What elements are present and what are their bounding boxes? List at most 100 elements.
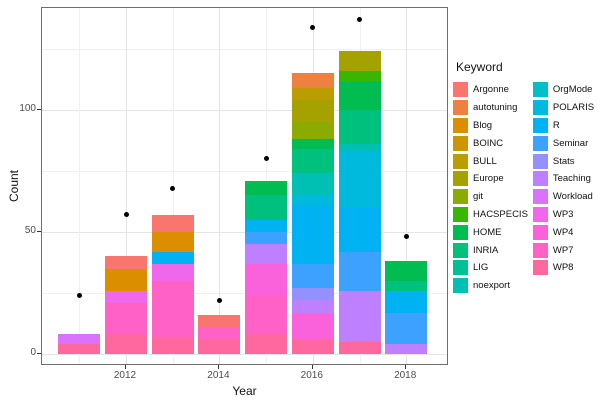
legend-label: LIG <box>473 262 489 274</box>
legend-swatch-icon <box>532 189 548 205</box>
bar-segment-HACSPECIS-2017 <box>338 70 381 81</box>
gridline-major-x <box>126 8 127 364</box>
gridline-minor-y <box>42 293 447 294</box>
legend-swatch-icon <box>532 100 548 116</box>
y-axis-tick <box>37 353 41 354</box>
legend-label: HACSPECIS <box>473 208 528 220</box>
legend-label: WP4 <box>552 226 574 238</box>
data-point-2016 <box>310 24 316 30</box>
legend-swatch-icon <box>453 260 468 276</box>
legend-item-WP4: WP4 <box>532 223 599 241</box>
legend-swatch-icon <box>532 153 548 169</box>
bar-segment-Workload-2011 <box>58 334 101 345</box>
bar-segment-R-2015 <box>245 219 288 232</box>
legend-label: R <box>552 119 560 131</box>
bar-segment-Seminar-2018 <box>385 312 428 345</box>
gridline-major-y <box>42 354 447 355</box>
bar-segment-WP4-2015 <box>245 263 288 296</box>
legend-item-R: R <box>532 117 599 135</box>
legend-item-WP8: WP8 <box>532 259 599 277</box>
gridline-minor-y <box>42 171 447 172</box>
bar-segment-HOME-2018 <box>385 261 428 281</box>
gridline-minor-x <box>79 8 81 364</box>
bar-segment-Argonne-2014 <box>198 314 241 328</box>
y-axis-title: Count <box>7 169 21 203</box>
legend-label: Seminar <box>552 137 589 149</box>
bar-segment-Teaching-2017 <box>338 290 381 342</box>
data-point-2018 <box>403 234 409 240</box>
legend-swatch-icon <box>453 153 468 169</box>
x-axis-tick <box>125 365 126 369</box>
bar-segment-noexport-2016 <box>291 173 334 196</box>
legend-title: Keyword <box>456 60 503 74</box>
legend-swatch-icon <box>532 82 548 98</box>
gridline-minor-y <box>42 49 447 50</box>
y-axis-tick <box>37 231 41 232</box>
x-tick-label: 2014 <box>207 370 230 381</box>
legend-swatch-icon <box>453 224 468 240</box>
bar-segment-Seminar-2015 <box>245 232 288 245</box>
legend-item-BOINC: BOINC <box>453 134 533 152</box>
x-axis-tick <box>311 365 313 369</box>
bar-segment-WP3-2013 <box>151 263 194 281</box>
data-point-2014 <box>216 297 222 303</box>
legend-swatch-icon <box>532 260 548 276</box>
gridline-major-x <box>406 8 408 364</box>
legend-swatch-icon <box>532 117 548 133</box>
legend-label: Workload <box>552 191 593 203</box>
legend-label: WP3 <box>552 208 574 220</box>
bar-segment-Blog-2013 <box>151 232 194 252</box>
x-axis-tick <box>405 365 407 369</box>
legend-item-LIG: LIG <box>453 259 533 277</box>
legend-item-Seminar: Seminar <box>532 134 599 152</box>
bar-segment-Blog-2012 <box>105 268 147 291</box>
legend-item-autotuning: autotuning <box>453 99 533 117</box>
bar-segment-WP4-2016 <box>291 312 334 340</box>
legend-label: Blog <box>473 119 493 131</box>
bar-segment-BULL-2016 <box>291 88 334 101</box>
legend-swatch-icon <box>453 117 468 133</box>
legend-label: Europe <box>473 173 504 185</box>
legend-label: noexport <box>473 280 510 292</box>
legend-item-HACSPECIS: HACSPECIS <box>453 206 533 224</box>
data-point-2017 <box>357 17 362 23</box>
gridline-major-y <box>42 110 447 111</box>
legend-swatch-icon <box>453 100 468 116</box>
legend-item-BULL: BULL <box>453 152 533 170</box>
bar-segment-WP8-2017 <box>338 341 381 354</box>
bar-segment-R-2016 <box>291 205 334 264</box>
legend-swatch-icon <box>532 206 548 222</box>
y-tick-label: 100 <box>19 103 36 114</box>
legend-label: INRIA <box>473 244 499 256</box>
legend-label: WP8 <box>552 262 574 274</box>
bar-segment-INRIA-2017 <box>338 110 381 145</box>
bar-segment-Europe-2016 <box>291 100 334 123</box>
bar-segment-WP8-2016 <box>291 339 334 354</box>
bar-segment-Argonne-2012 <box>105 256 147 269</box>
x-axis-tick <box>218 365 220 369</box>
legend-label: HOME <box>473 226 502 238</box>
legend-item-WP3: WP3 <box>532 206 599 224</box>
bar-segment-WP7-2014 <box>198 327 241 340</box>
bar-segment-WP7-2015 <box>245 295 288 335</box>
legend-item-OrgMode: OrgMode <box>532 81 599 99</box>
bar-segment-Teaching-2016 <box>291 300 334 313</box>
x-tick-label: 2018 <box>394 370 417 381</box>
legend-swatch-icon <box>453 171 468 187</box>
bar-segment-Teaching-2018 <box>385 344 428 354</box>
legend-label: autotuning <box>473 102 518 114</box>
legend-item-WP7: WP7 <box>532 241 599 259</box>
bar-segment-git-2016 <box>291 122 334 140</box>
legend-grid: Argonne autotuning Blog BOINC BULL Europe git H… <box>453 81 599 295</box>
bar-segment-R-2017 <box>338 207 381 252</box>
legend-item-Teaching: Teaching <box>532 170 599 188</box>
legend-swatch-icon <box>532 242 548 258</box>
bar-segment-WP8-2015 <box>245 334 288 354</box>
x-tick-label: 2016 <box>300 370 323 381</box>
legend: Keyword Argonne autotuning Blog BOINC BULL Eu… <box>453 60 599 295</box>
bar-segment-Argonne-2013 <box>151 214 194 232</box>
y-axis-tick <box>37 109 41 110</box>
legend-label: WP7 <box>552 244 574 256</box>
legend-swatch-icon <box>453 189 468 205</box>
